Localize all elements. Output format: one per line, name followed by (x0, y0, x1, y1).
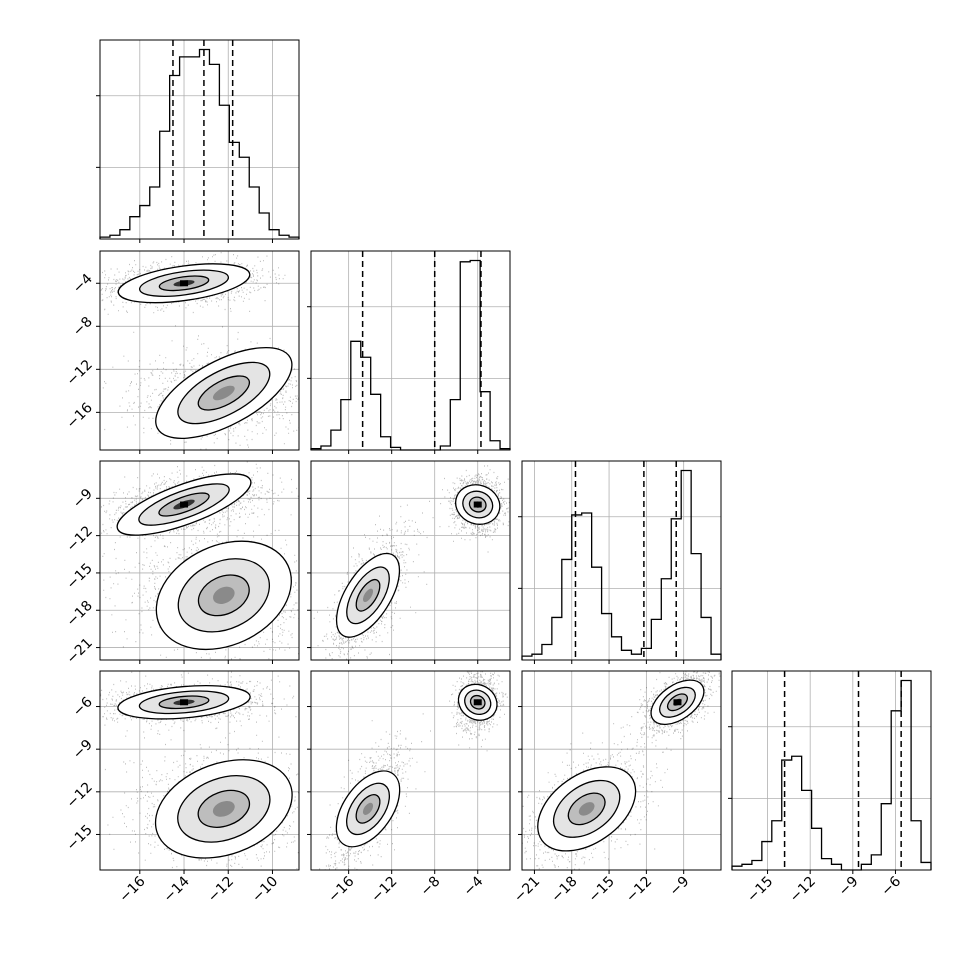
panel-frame (310, 460, 511, 661)
y-tick-label: −21 (64, 635, 96, 667)
x-tick-label: −16 (116, 873, 148, 905)
panel-frame (521, 460, 722, 661)
y-tick-label: −12 (64, 523, 96, 555)
density-panel: −16 −12 −8 −4 (64, 250, 300, 454)
x-tick-label: −14 (161, 873, 193, 905)
panel-frame (521, 670, 722, 871)
histogram-step (310, 259, 511, 451)
y-tick-label: −6 (70, 694, 96, 720)
y-tick-label: −12 (64, 779, 96, 811)
x-tick-label: −12 (368, 874, 400, 906)
density-contour (212, 801, 235, 817)
y-tick-label: −18 (64, 598, 96, 630)
density-peak (473, 501, 482, 508)
panel-frame (99, 250, 300, 451)
x-tick-label: −9 (667, 874, 693, 900)
y-tick-label: −4 (70, 271, 96, 297)
histogram-step (731, 679, 932, 871)
density-contour (362, 588, 374, 603)
hist-panel: −15 −12 −9 −6 (728, 670, 932, 906)
x-tick-label: −10 (249, 874, 281, 906)
x-tick-label: −12 (787, 874, 819, 906)
x-tick-label: −12 (205, 874, 237, 906)
density-contour (213, 586, 235, 604)
panel-frame (310, 670, 511, 871)
density-contour (578, 802, 595, 816)
x-tick-label: −18 (548, 874, 580, 906)
density-panel: −21−18−15−12 −9 (511, 670, 722, 906)
y-tick-label: −12 (64, 357, 96, 389)
histogram-step (521, 469, 722, 660)
x-tick-label: −15 (586, 874, 618, 906)
hist-panel (96, 39, 300, 243)
histogram-step (99, 48, 300, 239)
panel-frame (310, 250, 511, 451)
x-tick-label: −16 (325, 873, 357, 905)
x-tick-label: −4 (461, 873, 487, 899)
y-tick-label: −15 (64, 560, 96, 592)
hist-panel (307, 250, 511, 454)
y-tick-label: −8 (70, 314, 96, 340)
density-peak (473, 699, 482, 706)
panel-frame (99, 39, 300, 240)
x-tick-label: −21 (511, 874, 543, 906)
x-tick-label: −15 (744, 874, 776, 906)
x-tick-label: −12 (623, 874, 655, 906)
y-tick-label: −9 (70, 486, 96, 512)
panel-frame (99, 460, 300, 661)
hist-panel (518, 460, 722, 664)
y-tick-label: −15 (64, 822, 96, 854)
density-peak (180, 501, 189, 508)
density-panel (307, 460, 511, 664)
panel-frame (731, 670, 932, 871)
density-peak (180, 280, 189, 287)
y-tick-label: −9 (70, 737, 96, 763)
x-tick-label: −6 (878, 873, 904, 899)
y-tick-label: −16 (64, 400, 96, 432)
density-panel: −16 −12 −8 −4 (307, 670, 511, 906)
x-tick-label: −9 (836, 874, 862, 900)
panel-frame (99, 670, 300, 871)
density-peak (180, 699, 189, 706)
density-panel: −21 −18 −15 −12 −9 (64, 460, 300, 667)
density-contour (212, 385, 235, 401)
x-tick-label: −8 (418, 874, 444, 900)
density-contour (362, 802, 374, 815)
density-peak (673, 699, 682, 706)
